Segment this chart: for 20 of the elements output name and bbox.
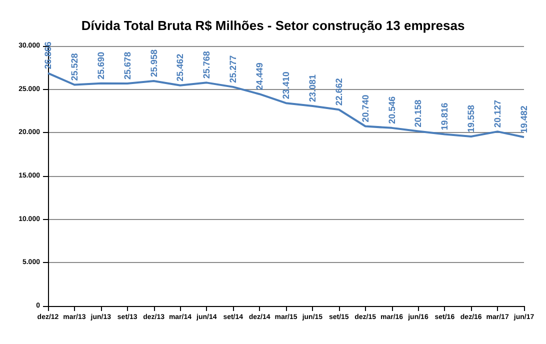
data-label: 23.410 (281, 72, 291, 100)
data-label: 22.662 (334, 78, 344, 106)
data-label: 25.462 (175, 54, 186, 82)
chart-title: Dívida Total Bruta R$ Milhões - Setor construção 13 empresas (81, 18, 465, 33)
data-label: 25.690 (96, 52, 106, 80)
data-label: 24.449 (254, 62, 265, 90)
data-label: 25.678 (122, 52, 132, 80)
data-label: 25.528 (69, 53, 80, 81)
data-label: 20.546 (386, 96, 397, 124)
data-label: 19.482 (519, 106, 529, 134)
data-label: 20.740 (360, 94, 370, 122)
data-label: 20.158 (413, 100, 424, 128)
data-label: 19.816 (440, 102, 450, 130)
data-label: 25.277 (228, 55, 238, 83)
data-label: 25.958 (148, 50, 159, 78)
data-label: 23.081 (307, 74, 318, 102)
data-label: 19.558 (466, 104, 476, 132)
data-label: 20.127 (492, 100, 503, 128)
data-label: 25.768 (202, 51, 212, 79)
data-label: 26.866 (43, 42, 53, 70)
